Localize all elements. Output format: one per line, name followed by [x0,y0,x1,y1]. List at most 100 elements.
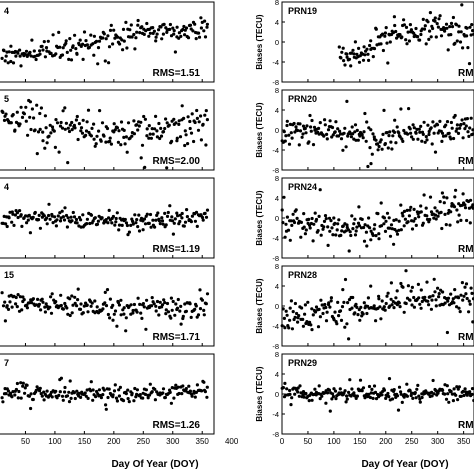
data-point [182,224,186,228]
data-point [388,304,392,308]
data-point [395,289,399,293]
data-point [138,302,142,306]
data-point [314,217,319,222]
data-point [116,300,120,305]
data-point [14,54,18,58]
data-point [135,310,139,314]
data-point [52,129,56,133]
data-point [381,48,385,53]
data-point [29,406,33,411]
data-point [132,32,136,37]
data-point [5,224,9,229]
data-point [135,123,139,127]
y-axis-label: Biases (TECU) [255,278,264,333]
data-point [188,302,192,306]
x-tick-label: 100 [327,437,341,446]
data-point [328,305,332,309]
data-point [334,233,338,237]
x-tick-label: 350 [457,437,471,446]
data-point [362,301,366,305]
data-point [36,218,41,222]
data-point [429,126,433,130]
data-point [296,320,300,324]
data-point [410,285,414,289]
data-point [134,221,138,225]
data-point [169,34,174,38]
data-point [4,222,8,226]
data-point [460,3,464,7]
data-point [374,138,378,142]
data-point [13,393,17,397]
data-point [18,209,22,213]
data-point [301,393,305,397]
data-point [419,124,423,128]
data-point [417,215,421,219]
data-point [155,299,160,304]
data-point [74,118,78,122]
data-point [298,384,302,388]
data-point [145,134,149,138]
data-point [75,114,79,119]
data-point [456,296,461,300]
data-point [461,298,465,302]
data-point [14,295,18,300]
data-point [203,19,207,23]
data-point [148,382,152,386]
data-point [66,126,70,130]
data-point [384,26,388,30]
data-point [57,150,61,154]
data-point [465,34,469,38]
rms-label: RMS [458,68,474,79]
data-point [118,42,122,46]
data-point [400,400,404,404]
data-point [317,126,321,130]
data-point [345,322,349,326]
data-point [140,143,145,147]
data-point [292,220,297,225]
data-point [406,30,410,34]
data-point [140,25,144,29]
data-point [448,25,452,29]
data-point [430,390,434,394]
data-point [55,218,59,222]
data-point [181,384,185,388]
data-point [141,228,145,232]
data-point [119,143,123,147]
data-point [321,227,325,231]
data-point [404,38,408,42]
data-point [199,16,203,20]
data-point [33,210,37,215]
data-point [431,120,435,124]
data-point [386,291,390,295]
data-point [81,118,85,122]
data-point [457,24,461,28]
data-point [449,21,454,25]
data-point [349,233,353,238]
data-point [405,208,409,212]
data-point [168,204,172,208]
data-point [285,123,289,128]
data-point [165,301,170,306]
data-point [365,120,369,124]
data-point [426,20,430,24]
data-point [298,122,302,126]
data-point [416,35,420,39]
data-point [115,324,119,328]
data-point [413,217,417,221]
data-point [292,121,296,126]
data-point [168,27,172,31]
data-point [390,303,394,307]
data-point [407,214,411,218]
data-point [108,28,113,32]
data-point [68,37,72,41]
data-point [75,389,79,393]
data-point [433,150,438,154]
data-point [205,25,209,29]
y-tick-label: 4 [275,18,279,27]
data-point [147,34,151,38]
data-point [155,135,159,139]
data-point [185,215,189,219]
data-point [20,308,24,312]
data-point [393,118,397,122]
data-point [29,392,33,396]
